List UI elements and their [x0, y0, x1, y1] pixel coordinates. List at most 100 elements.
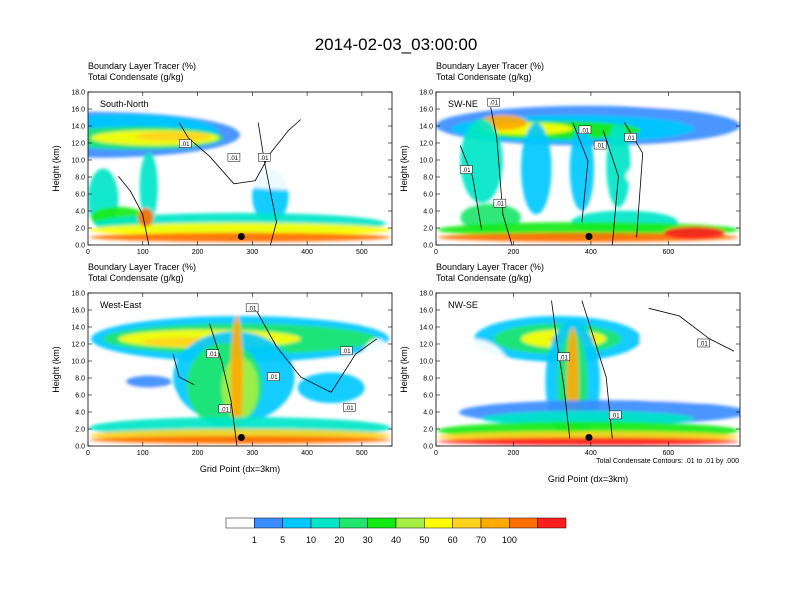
field-region: [135, 131, 212, 141]
y-tick-label: 18.0: [71, 90, 85, 97]
contour-label: .01: [699, 341, 708, 347]
y-tick-label: 8.0: [423, 175, 433, 182]
colorbar-label: 5: [280, 535, 285, 545]
header-condensate: Total Condensate (g/kg): [436, 72, 532, 82]
header-tracer: Boundary Layer Tracer (%): [88, 61, 196, 71]
y-tick-label: 6.0: [75, 192, 85, 199]
header-tracer: Boundary Layer Tracer (%): [88, 262, 196, 272]
condensate-field: [436, 315, 740, 446]
x-tick-label: 600: [663, 450, 675, 457]
y-tick-label: 6.0: [423, 393, 433, 400]
contour-line: [257, 122, 277, 245]
x-tick-label: 0: [434, 450, 438, 457]
field-region: [361, 338, 392, 385]
contour-line: [581, 300, 613, 439]
colorbar-swatch: [395, 517, 425, 529]
contour-label-box: [340, 346, 353, 355]
x-tick-label: 0: [434, 249, 438, 256]
field-region: [139, 152, 158, 222]
colorbar-swatch: [254, 517, 283, 529]
y-tick-label: 16.0: [419, 308, 433, 315]
x-axis-title-right: Grid Point (dx=3km): [548, 474, 628, 484]
colorbar-swatch: [310, 517, 340, 529]
panel-nw-se: Boundary Layer Tracer (%)Total Condensat…: [399, 262, 741, 457]
x-tick-label: 300: [246, 249, 258, 256]
panel-sw-ne: Boundary Layer Tracer (%)Total Condensat…: [399, 61, 741, 256]
y-tick-label: 12.0: [419, 342, 433, 349]
condensate-field: [436, 92, 740, 242]
x-tick-label: 400: [585, 249, 597, 256]
y-tick-label: 4.0: [423, 209, 433, 216]
location-marker: [237, 233, 245, 240]
x-tick-label: 200: [192, 450, 204, 457]
field-region: [230, 315, 244, 439]
header-condensate: Total Condensate (g/kg): [88, 273, 184, 283]
y-tick-label: 14.0: [419, 124, 433, 131]
colorbar-label: 100: [502, 535, 517, 545]
field-region: [88, 293, 119, 309]
field-region: [349, 118, 386, 188]
contour-line: [490, 107, 513, 245]
field-region: [91, 92, 134, 108]
plot-frame: [435, 292, 741, 447]
contour-line: [572, 122, 589, 223]
y-tick-label: 14.0: [71, 124, 85, 131]
y-tick-label: 0.0: [75, 444, 85, 451]
colorbar-label: 40: [391, 535, 401, 545]
y-tick-label: 12.0: [419, 141, 433, 148]
header-condensate: Total Condensate (g/kg): [88, 72, 184, 82]
y-tick-label: 2.0: [75, 226, 85, 233]
colorbar-swatch: [339, 517, 368, 529]
x-tick-label: 0: [86, 249, 90, 256]
contour-label: .01: [248, 306, 257, 312]
contour-label: .01: [208, 352, 217, 358]
x-tick-label: 600: [663, 249, 675, 256]
contour-label-box: [218, 404, 232, 414]
y-tick-label: 2.0: [423, 226, 433, 233]
contour-label-box: [593, 140, 607, 150]
field-region: [437, 437, 739, 446]
y-tick-label: 10.0: [419, 158, 433, 165]
y-tick-label: 12.0: [71, 141, 85, 148]
contour-label: .01: [611, 413, 620, 419]
y-tick-label: 12.0: [71, 342, 85, 349]
colorbar-swatch: [509, 517, 538, 529]
y-tick-label: 6.0: [75, 393, 85, 400]
x-tick-label: 400: [301, 249, 313, 256]
field-region: [138, 208, 154, 227]
contour-lines: [551, 300, 735, 439]
location-marker: [585, 233, 593, 240]
contour-label-box: [460, 165, 473, 174]
colorbar-swatch: [282, 517, 312, 529]
figure-title: 2014-02-03_03:00:00: [315, 35, 478, 54]
y-tick-label: 8.0: [75, 376, 85, 383]
panel-label: West-East: [100, 300, 142, 310]
y-tick-label: 4.0: [75, 410, 85, 417]
panel-south-north: Boundary Layer Tracer (%)Total Condensat…: [51, 61, 393, 256]
y-tick-label: 16.0: [71, 107, 85, 114]
contour-label-box: [578, 125, 592, 134]
y-tick-label: 0.0: [423, 243, 433, 250]
x-tick-label: 200: [192, 249, 204, 256]
contour-label: .01: [260, 156, 269, 162]
field-region: [91, 383, 177, 411]
y-tick-label: 0.0: [75, 243, 85, 250]
y-tick-label: 10.0: [71, 158, 85, 165]
x-tick-label: 500: [356, 450, 368, 457]
field-region: [639, 329, 731, 349]
contour-label-box: [267, 372, 280, 381]
contour-lines: [118, 119, 302, 245]
contour-line: [172, 354, 195, 386]
field-region: [126, 375, 172, 388]
panel-label: South-North: [100, 99, 149, 109]
field-region: [618, 92, 740, 108]
y-tick-label: 4.0: [75, 209, 85, 216]
colorbar-swatch: [367, 517, 397, 529]
y-tick-label: 2.0: [423, 427, 433, 434]
contour-label-box: [343, 403, 356, 412]
y-axis-title: Height (km): [399, 145, 409, 192]
contour-line: [118, 175, 150, 245]
x-tick-label: 100: [137, 249, 149, 256]
condensate-field: [88, 293, 392, 444]
contour-label-box: [245, 303, 259, 313]
